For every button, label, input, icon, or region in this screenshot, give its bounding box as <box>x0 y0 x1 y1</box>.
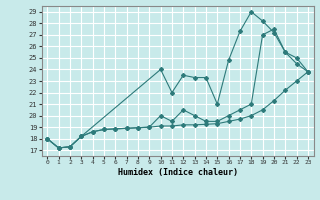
X-axis label: Humidex (Indice chaleur): Humidex (Indice chaleur) <box>118 168 237 177</box>
